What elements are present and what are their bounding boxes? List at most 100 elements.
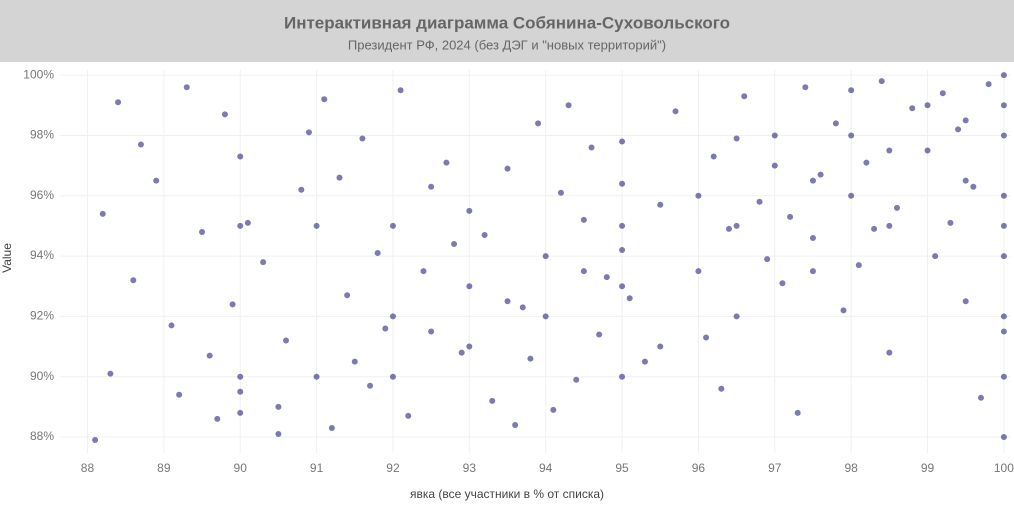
point [389,373,396,380]
x-tick-label: 97 [768,461,782,475]
point [657,343,664,350]
point [985,81,992,88]
point [389,222,396,229]
point [939,90,946,97]
point [771,132,778,139]
point [733,135,740,142]
point [466,283,473,290]
x-tick-label: 91 [310,461,324,475]
point [313,373,320,380]
point [619,180,626,187]
point [657,201,664,208]
point [107,370,114,377]
point [863,159,870,166]
point [962,298,969,305]
y-tick-label: 88% [30,429,54,443]
point [512,421,519,428]
point [542,253,549,260]
point [580,268,587,275]
x-tick-label: 95 [615,461,629,475]
point [397,87,404,94]
point [1000,253,1007,260]
point [244,219,251,226]
point [619,247,626,254]
point [359,135,366,142]
point [535,120,542,127]
point [237,373,244,380]
point [275,403,282,410]
x-tick-label: 99 [921,461,935,475]
point [328,424,335,431]
point [367,382,374,389]
point [1000,132,1007,139]
point [725,225,732,232]
chart-title: Интерактивная диаграмма Собянина-Суховол… [284,13,730,32]
point [817,171,824,178]
point [573,376,580,383]
point [741,93,748,100]
point [840,307,847,314]
point [1000,192,1007,199]
point [771,162,778,169]
point [237,409,244,416]
point [893,204,900,211]
point [466,343,473,350]
point [237,153,244,160]
point [229,301,236,308]
point [527,355,534,362]
point [764,256,771,263]
point [565,102,572,109]
point [115,99,122,106]
point [626,295,633,302]
point [1000,72,1007,79]
point [237,388,244,395]
point [557,189,564,196]
point [283,337,290,344]
point [237,222,244,229]
point [130,277,137,284]
point [588,144,595,151]
point [672,108,679,115]
point [1000,373,1007,380]
point [451,241,458,248]
point [137,141,144,148]
point [580,216,587,223]
y-tick-label: 96% [30,188,54,202]
point [351,358,358,365]
point [794,409,801,416]
x-axis-label: явка (все участники в % от списка) [410,487,604,501]
point [389,313,396,320]
point [619,283,626,290]
point [955,126,962,133]
point [221,111,228,118]
x-tick-label: 96 [692,461,706,475]
point [168,322,175,329]
x-tick-label: 88 [81,461,95,475]
point [596,331,603,338]
x-tick-label: 98 [844,461,858,475]
point [1000,102,1007,109]
point [92,437,99,444]
point [909,105,916,112]
point [962,177,969,184]
point [718,385,725,392]
point [886,222,893,229]
point [641,358,648,365]
point [458,349,465,356]
y-tick-label: 98% [30,128,54,142]
point [1000,222,1007,229]
title-band [0,0,1014,62]
point [550,406,557,413]
point [779,280,786,287]
x-tick-label: 90 [234,461,248,475]
point [275,431,282,438]
y-tick-label: 94% [30,248,54,262]
point [710,153,717,160]
point [405,412,412,419]
point [374,250,381,257]
point [932,253,939,260]
point [336,174,343,181]
point [443,159,450,166]
point [313,222,320,229]
